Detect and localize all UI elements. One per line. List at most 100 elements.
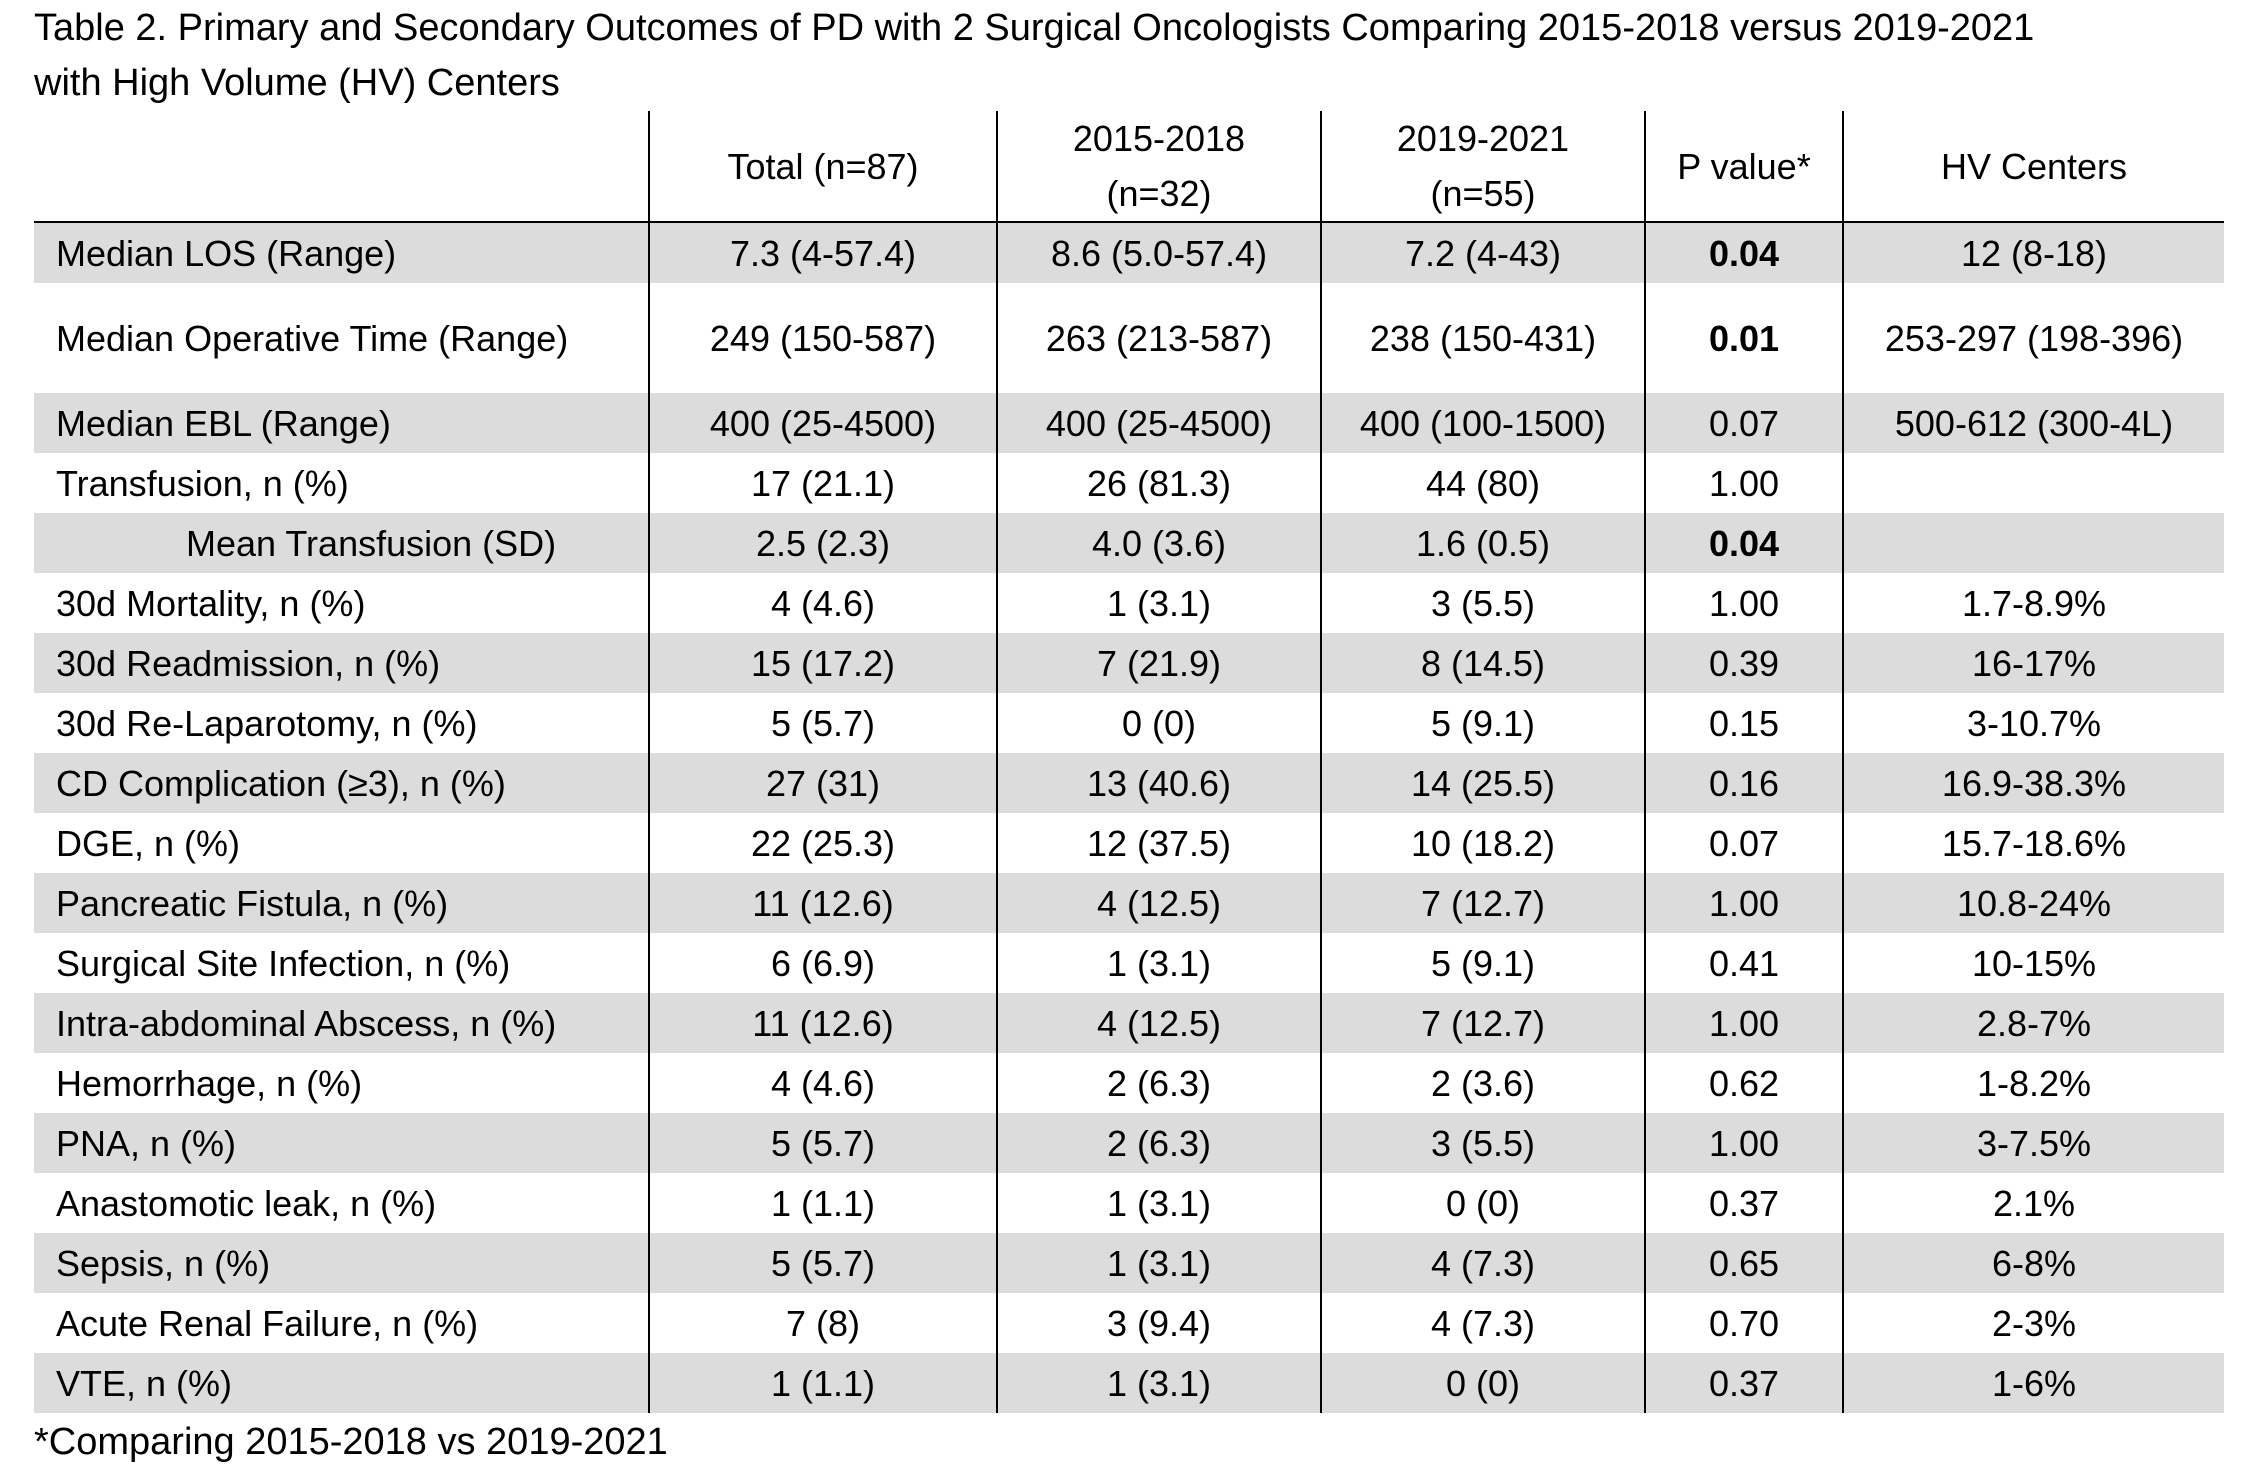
table-row: Mean Transfusion (SD) 2.5 (2.3) 4.0 (3.6…: [34, 513, 2224, 573]
cell-p-value: 1.00: [1644, 1113, 1843, 1173]
cell-total: 7.3 (4-57.4): [648, 222, 997, 283]
row-label: Intra-abdominal Abscess, n (%): [34, 993, 649, 1053]
header-p-value: P value*: [1644, 111, 1843, 223]
cell-total: 11 (12.6): [648, 873, 997, 933]
header-2019-2021: 2019-2021 (n=55): [1320, 111, 1645, 223]
cell-hv-centers: 10-15%: [1842, 933, 2224, 993]
row-label: Acute Renal Failure, n (%): [56, 1302, 479, 1344]
cell-p-value: 0.37: [1644, 1353, 1843, 1413]
table-row: Median LOS (Range) 7.3 (4-57.4) 8.6 (5.0…: [34, 222, 2224, 283]
cell-2015-2018: 8.6 (5.0-57.4): [996, 222, 1321, 283]
cell-total: 5 (5.7): [648, 693, 997, 753]
cell-total: 22 (25.3): [648, 813, 997, 873]
cell-hv-centers: 253-297 (198-396): [1842, 283, 2224, 393]
row-label: Surgical Site Infection, n (%): [56, 942, 511, 984]
header-row: Total (n=87) 2015-2018 (n=32) 2019-2021 …: [34, 111, 2224, 223]
cell-2015-2018: 2 (6.3): [996, 1053, 1321, 1113]
cell-hv-centers: 12 (8-18): [1842, 222, 2224, 283]
cell-2019-2021: 14 (25.5): [1320, 753, 1645, 813]
header-label: [34, 111, 649, 223]
cell-p-value: 0.07: [1644, 813, 1843, 873]
cell-p-value: 0.70: [1644, 1293, 1843, 1353]
cell-hv-centers: 3-7.5%: [1842, 1113, 2224, 1173]
caption-line-1: Table 2. Primary and Secondary Outcomes …: [34, 7, 2035, 49]
cell-2015-2018: 1 (3.1): [996, 1173, 1321, 1233]
row-label: DGE, n (%): [56, 822, 241, 864]
header-2015-2018: 2015-2018 (n=32): [996, 111, 1321, 223]
cell-2019-2021: 10 (18.2): [1320, 813, 1645, 873]
table-caption: Table 2. Primary and Secondary Outcomes …: [34, 0, 2224, 111]
cell-total: 1 (1.1): [648, 1173, 997, 1233]
cell-hv-centers: 1-8.2%: [1842, 1053, 2224, 1113]
cell-2015-2018: 4 (12.5): [996, 873, 1321, 933]
cell-2015-2018: 26 (81.3): [996, 453, 1321, 513]
cell-hv-centers: 2-3%: [1842, 1293, 2224, 1353]
cell-2015-2018: 1 (3.1): [996, 573, 1321, 633]
header-2019-2021-years: 2019-2021: [1396, 118, 1570, 159]
cell-hv-centers: [1842, 513, 2224, 573]
cell-total: 17 (21.1): [648, 453, 997, 513]
cell-2019-2021: 7 (12.7): [1320, 993, 1645, 1053]
cell-hv-centers: 16-17%: [1842, 633, 2224, 693]
header-2019-2021-n: (n=55): [1430, 173, 1536, 214]
cell-p-value: 1.00: [1644, 993, 1843, 1053]
header-total: Total (n=87): [648, 111, 997, 223]
table-header: Total (n=87) 2015-2018 (n=32) 2019-2021 …: [34, 111, 2224, 223]
cell-total: 4 (4.6): [648, 573, 997, 633]
row-label: Anastomotic leak, n (%): [56, 1182, 437, 1224]
cell-p-value: 1.00: [1644, 573, 1843, 633]
cell-2019-2021: 3 (5.5): [1320, 573, 1645, 633]
cell-hv-centers: 2.1%: [1842, 1173, 2224, 1233]
cell-2015-2018: 4 (12.5): [996, 993, 1321, 1053]
table-row: Intra-abdominal Abscess, n (%) 11 (12.6)…: [34, 993, 2224, 1053]
cell-hv-centers: 1.7-8.9%: [1842, 573, 2224, 633]
cell-2019-2021: 4 (7.3): [1320, 1293, 1645, 1353]
table-row: Transfusion, n (%) 17 (21.1) 26 (81.3) 4…: [34, 453, 2224, 513]
cell-total: 27 (31): [648, 753, 997, 813]
cell-total: 4 (4.6): [648, 1053, 997, 1113]
row-label: 30d Re-Laparotomy, n (%): [56, 702, 478, 744]
row-label: Hemorrhage, n (%): [56, 1062, 363, 1104]
cell-total: 1 (1.1): [648, 1353, 997, 1413]
header-2015-2018-n: (n=32): [1106, 173, 1212, 214]
row-label: Median EBL (Range): [34, 393, 649, 453]
row-label: VTE, n (%): [34, 1353, 649, 1413]
cell-p-value: 0.41: [1644, 933, 1843, 993]
table-row: Hemorrhage, n (%) 4 (4.6) 2 (6.3) 2 (3.6…: [34, 1053, 2224, 1113]
table-row: Median Operative Time (Range) 249 (150-5…: [34, 283, 2224, 393]
cell-2019-2021: 8 (14.5): [1320, 633, 1645, 693]
row-label: Transfusion, n (%): [56, 462, 349, 504]
cell-2019-2021: 400 (100-1500): [1320, 393, 1645, 453]
cell-p-value: 0.01: [1644, 283, 1843, 393]
cell-p-value: 0.37: [1644, 1173, 1843, 1233]
row-label: Sepsis, n (%): [34, 1233, 649, 1293]
cell-hv-centers: 500-612 (300-4L): [1842, 393, 2224, 453]
table-row: Median EBL (Range) 400 (25-4500) 400 (25…: [34, 393, 2224, 453]
cell-2015-2018: 1 (3.1): [996, 1233, 1321, 1293]
cell-2019-2021: 0 (0): [1320, 1173, 1645, 1233]
cell-2019-2021: 1.6 (0.5): [1320, 513, 1645, 573]
table-row: 30d Readmission, n (%) 15 (17.2) 7 (21.9…: [34, 633, 2224, 693]
row-label: Median Operative Time (Range): [56, 317, 569, 359]
cell-p-value: 0.04: [1644, 513, 1843, 573]
table-row: Pancreatic Fistula, n (%) 11 (12.6) 4 (1…: [34, 873, 2224, 933]
header-hv-centers: HV Centers: [1842, 111, 2224, 223]
cell-2015-2018: 1 (3.1): [996, 933, 1321, 993]
row-label: Mean Transfusion (SD): [34, 513, 649, 573]
cell-p-value: 0.04: [1644, 222, 1843, 283]
cell-2015-2018: 1 (3.1): [996, 1353, 1321, 1413]
cell-hv-centers: 15.7-18.6%: [1842, 813, 2224, 873]
row-label: 30d Mortality, n (%): [56, 582, 366, 624]
cell-2019-2021: 238 (150-431): [1320, 283, 1645, 393]
cell-total: 15 (17.2): [648, 633, 997, 693]
cell-2015-2018: 7 (21.9): [996, 633, 1321, 693]
cell-2019-2021: 2 (3.6): [1320, 1053, 1645, 1113]
cell-total: 11 (12.6): [648, 993, 997, 1053]
cell-p-value: 0.39: [1644, 633, 1843, 693]
cell-total: 249 (150-587): [648, 283, 997, 393]
table-row: 30d Mortality, n (%) 4 (4.6) 1 (3.1) 3 (…: [34, 573, 2224, 633]
cell-2015-2018: 4.0 (3.6): [996, 513, 1321, 573]
cell-2015-2018: 3 (9.4): [996, 1293, 1321, 1353]
cell-total: 6 (6.9): [648, 933, 997, 993]
document: Table 2. Primary and Secondary Outcomes …: [34, 0, 2224, 1470]
